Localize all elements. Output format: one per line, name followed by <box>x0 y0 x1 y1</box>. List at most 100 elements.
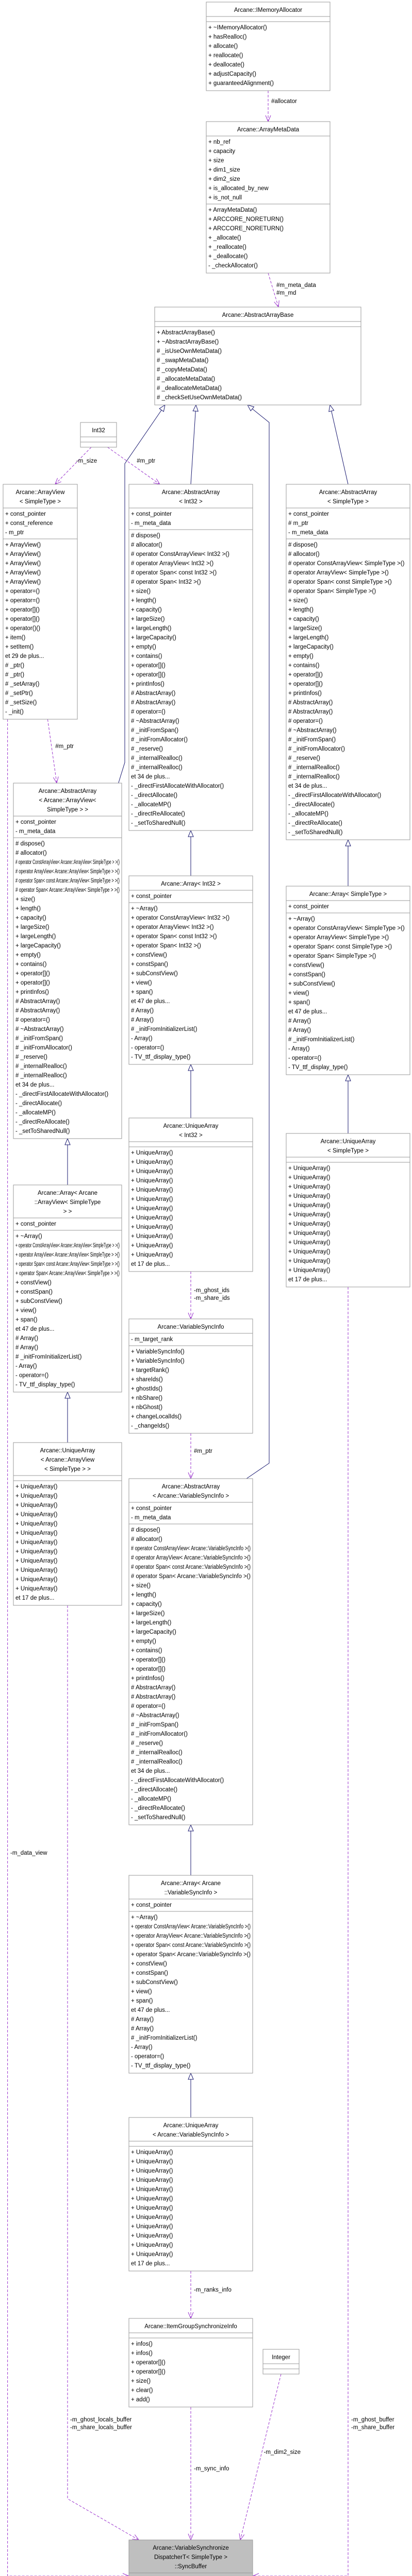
class-method: + size() <box>288 598 308 604</box>
class-node: Arcane::AbstractArray< SimpleType >+ con… <box>286 484 410 840</box>
arrow-head <box>64 1138 71 1145</box>
class-method: + nbShare() <box>131 1395 162 1401</box>
class-method: + largeSize() <box>15 924 50 930</box>
edge-label: -m_sync_info <box>194 2466 229 2472</box>
class-title: Arcane::IMemoryAllocator <box>234 7 302 13</box>
class-method: + operator[]() <box>131 2369 166 2375</box>
class-method: - _directAllocate() <box>131 792 177 799</box>
class-method: # operator Span< const Arcane::VariableS… <box>131 1564 251 1570</box>
class-title: Arcane::ArrayView <box>15 489 65 496</box>
class-title: < SimpleType > > <box>44 1466 91 1472</box>
class-method: + constSpan() <box>15 1289 53 1295</box>
class-method: + span() <box>131 989 153 995</box>
class-method: + subConstView() <box>131 1979 178 1986</box>
class-method: + operator Span< const Arcane::ArrayView… <box>15 1261 120 1267</box>
class-method: # ~AbstractArray() <box>131 718 179 724</box>
class-method: + printInfos() <box>131 1675 164 1682</box>
class-method: + UniqueArray() <box>15 1577 58 1583</box>
class-node: Integer <box>262 2349 300 2375</box>
class-method: + UniqueArray() <box>288 1249 331 1255</box>
class-method: # _copyMetaData() <box>157 367 207 373</box>
class-method: + printInfos() <box>15 989 49 995</box>
class-method: - _allocateMP() <box>131 802 171 808</box>
class-method: + operator[]() <box>15 971 50 977</box>
arrow-head <box>345 1074 351 1081</box>
class-box <box>286 886 410 1075</box>
class-method: + UniqueArray() <box>288 1240 331 1246</box>
class-attribute: - m_meta_data <box>131 1515 171 1521</box>
class-method: + UniqueArray() <box>131 2196 173 2202</box>
class-method: + span() <box>15 1317 38 1323</box>
class-method: + infos() <box>131 2350 153 2357</box>
class-method: # AbstractArray() <box>131 1685 175 1691</box>
class-method: + UniqueArray() <box>131 2187 173 2193</box>
class-method: - TV_ttf_display_type() <box>131 2063 191 2069</box>
class-method: + subConstView() <box>15 1298 62 1304</box>
arrow-head <box>188 829 194 837</box>
class-method: + ArrayView() <box>5 542 41 548</box>
class-title: < SimpleType > <box>327 499 369 505</box>
class-node: Arcane::AbstractArrayBase+ AbstractArray… <box>154 307 361 405</box>
class-method: + targetRank() <box>131 1367 169 1374</box>
class-method: et 34 de plus... <box>131 1768 170 1774</box>
class-title: < Arcane::VariableSyncInfo > <box>153 1493 229 1499</box>
class-method: # Array() <box>131 1008 154 1014</box>
edge-label: #m_ptr <box>55 743 74 750</box>
class-method: + changeLocalIds() <box>131 1414 182 1420</box>
arrow-head <box>192 404 199 412</box>
class-method: # _initFromInitializerList() <box>15 1354 82 1360</box>
class-method: + operator ConstArrayView< Arcane::Array… <box>15 1243 120 1249</box>
class-method: # dispose() <box>288 542 318 548</box>
class-method: - _directReAllocate() <box>288 820 342 826</box>
class-method: # AbstractArray() <box>288 709 333 715</box>
class-method: + largeCapacity() <box>15 943 61 949</box>
class-method: # _isUseOwnMetaData() <box>157 348 222 354</box>
class-title: Arcane::ItemGroupSynchronizeInfo <box>144 2324 237 2330</box>
class-method: + setItem() <box>5 644 34 650</box>
class-method: # operator ConstArrayView< SimpleType >(… <box>288 561 405 567</box>
class-title: > > <box>63 1209 72 1215</box>
class-method: - Array() <box>131 1036 153 1042</box>
class-method: + UniqueArray() <box>131 2168 173 2174</box>
class-node: Arcane::Array< SimpleType >+ const_point… <box>286 886 410 1075</box>
class-node: Arcane::ItemGroupSynchronizeInfo+ infos(… <box>128 2318 253 2408</box>
class-method: # operator Span< Arcane::ArrayView< Simp… <box>15 887 120 893</box>
edge-label: -m_share_ids <box>194 1295 230 1301</box>
class-method: + UniqueArray() <box>131 2205 173 2211</box>
class-method: + _deallocate() <box>208 253 248 260</box>
class-attribute: + const_pointer <box>131 893 172 900</box>
class-method: + view() <box>131 1989 152 1995</box>
class-attribute: - m_target_rank <box>131 1336 173 1343</box>
edge-line <box>190 404 196 485</box>
class-method: + operator ArrayView< SimpleType >() <box>288 935 389 941</box>
edge-line <box>253 1287 349 2576</box>
class-method: # _initFromAllocator() <box>288 746 345 752</box>
class-node: Arcane::Array< Int32 >+ const_pointer+ ~… <box>128 875 253 1065</box>
class-method: + operator Span< Int32 >() <box>131 943 201 949</box>
class-node: Arcane::ArrayView< SimpleType >+ const_p… <box>3 484 78 720</box>
class-box <box>128 2539 253 2576</box>
class-method: + ArrayView() <box>5 570 41 576</box>
class-box <box>286 484 410 840</box>
class-box <box>128 2318 253 2408</box>
inheritance-edge <box>345 839 351 886</box>
class-box <box>154 307 361 405</box>
class-node: Arcane::UniqueArray< SimpleType >+ Uniqu… <box>286 1133 410 1287</box>
inheritance-edge <box>188 829 194 876</box>
class-method: # operator ConstArrayView< Arcane::Varia… <box>131 1546 251 1552</box>
class-method: - TV_ttf_display_type() <box>131 1054 191 1060</box>
class-title: Arcane::ArrayMetaData <box>237 127 300 133</box>
class-method: + ~Array() <box>288 916 315 922</box>
class-method: + operator Span< const Int32 >() <box>131 934 217 940</box>
class-method: # operator Span< const Int32 >() <box>131 570 217 576</box>
class-method: + UniqueArray() <box>131 1159 173 1165</box>
class-method: - _directFirstAllocateWithAllocator() <box>131 783 224 789</box>
class-box <box>128 875 253 1065</box>
collaboration-edge: -m_sync_info <box>188 2407 229 2541</box>
class-node: Int32 <box>80 422 117 448</box>
edge-line <box>47 719 57 784</box>
class-method: # operator ConstArrayView< Arcane::Array… <box>15 859 120 866</box>
class-method: # dispose() <box>131 1527 160 1533</box>
class-title: Arcane::VariableSyncInfo <box>158 1324 224 1330</box>
